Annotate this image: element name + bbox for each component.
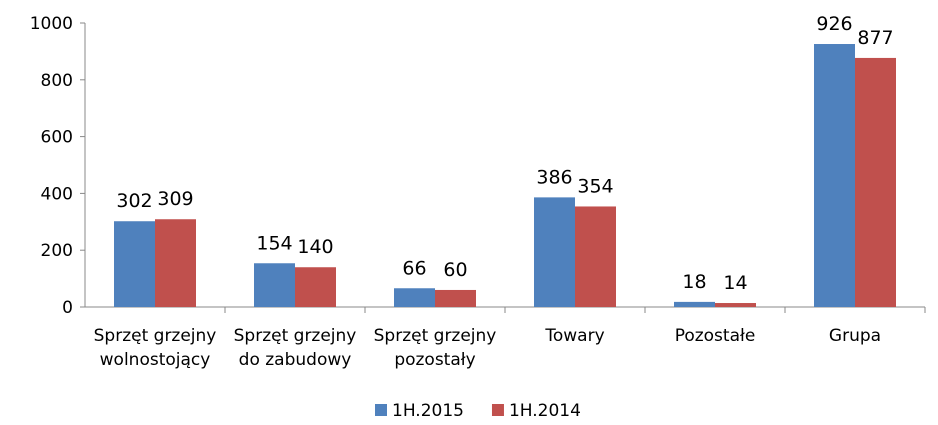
value-label: 140	[297, 236, 333, 258]
bar	[394, 288, 435, 307]
x-tick-label: Sprzęt grzejny wolnostojący	[94, 326, 217, 370]
value-label: 926	[816, 13, 852, 35]
x-tick-label: Towary	[544, 326, 604, 346]
x-tick-label: Sprzęt grzejny do zabudowy	[234, 326, 357, 370]
y-tick-label: 200	[41, 241, 73, 261]
bar	[575, 206, 616, 307]
y-tick-label: 0	[62, 298, 73, 318]
bar	[254, 263, 295, 307]
y-tick-label: 1000	[30, 14, 73, 34]
y-tick-label: 800	[41, 71, 73, 91]
value-label: 66	[402, 257, 426, 279]
value-label: 14	[723, 272, 747, 294]
bar	[814, 44, 855, 308]
value-label: 154	[256, 232, 292, 254]
x-tick-label: Sprzęt grzejny pozostały	[374, 326, 497, 370]
x-tick-label: Grupa	[829, 326, 881, 346]
y-tick-label: 600	[41, 128, 73, 148]
bar	[155, 219, 196, 307]
bar	[435, 289, 476, 307]
bar	[295, 267, 336, 307]
value-label: 302	[116, 190, 152, 212]
bar	[674, 301, 715, 307]
value-label: 309	[157, 188, 193, 210]
value-label: 18	[682, 271, 706, 293]
legend-label: 1H.2015	[392, 401, 464, 421]
bar	[114, 221, 155, 307]
bar	[534, 197, 575, 307]
bar	[855, 57, 896, 307]
x-tick-label: Pozostałe	[675, 326, 756, 346]
legend-swatch	[375, 404, 387, 416]
value-label: 386	[536, 166, 572, 188]
value-label: 354	[577, 175, 613, 197]
value-label: 60	[443, 259, 467, 281]
legend-label: 1H.2014	[509, 401, 581, 421]
bar	[715, 303, 756, 307]
value-label: 877	[857, 27, 893, 49]
legend-swatch	[491, 404, 504, 416]
y-tick-label: 400	[41, 184, 73, 204]
